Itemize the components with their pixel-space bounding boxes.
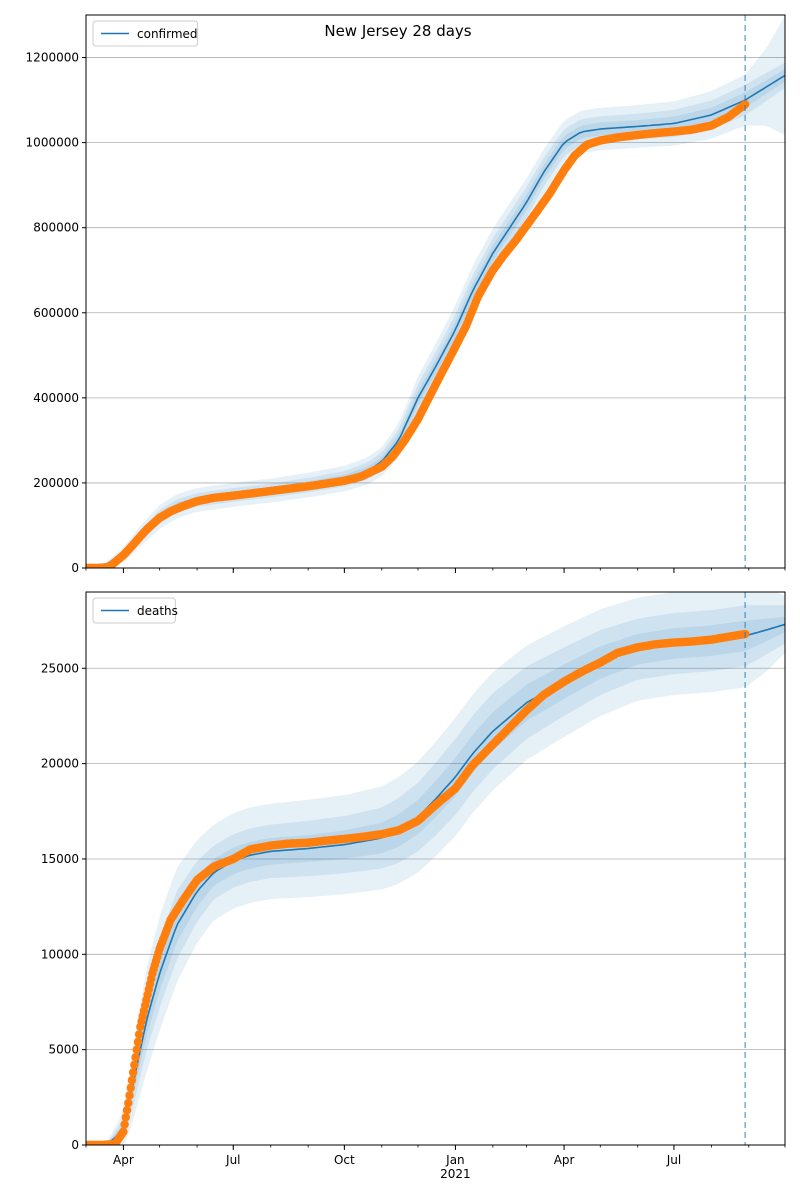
y-tick-label: 0: [71, 561, 79, 575]
y-tick-label: 800000: [33, 221, 79, 235]
legend-label: deaths: [137, 604, 178, 618]
observed-point: [133, 1037, 143, 1047]
observed-point: [128, 1068, 138, 1077]
observed-point: [125, 1091, 134, 1100]
figure-title: New Jersey 28 days: [324, 22, 471, 40]
legend-box: [92, 597, 176, 624]
plot-area: [86, 592, 785, 1145]
observed-point: [124, 1098, 133, 1108]
observed-point: [741, 100, 750, 109]
x-tick-label: Jul: [666, 1153, 681, 1167]
legend: confirmed: [92, 20, 199, 47]
observed-point: [119, 1127, 128, 1136]
observed-point: [121, 1113, 130, 1122]
deaths-panel: 0 5000 10000 15000 20000 25000 Apr Jul Oct Jan Apr…: [41, 591, 786, 1181]
y-tick-label: 10000: [41, 947, 79, 961]
observed-point: [132, 1045, 141, 1054]
observed-points: [86, 100, 750, 568]
legend: deaths: [92, 597, 178, 624]
y-tick-label: 400000: [33, 391, 79, 405]
plot-area: [86, 15, 785, 568]
y-tick-label: 15000: [41, 852, 79, 866]
observed-point: [134, 1030, 144, 1039]
observed-point: [131, 1053, 140, 1062]
legend-box: [92, 20, 199, 47]
confidence-band-outer: [86, 15, 785, 568]
y-tick-label: 1200000: [26, 51, 79, 65]
x-tick-label: Apr: [113, 1153, 134, 1167]
x-year-label: 2021: [440, 1167, 471, 1181]
confirmed-panel: 0 200000 400000 600000 800000 1000000 1200000 c…: [26, 14, 786, 575]
x-tick-label: Oct: [334, 1153, 355, 1167]
legend-label: confirmed: [137, 27, 198, 41]
confidence-band-outer: [86, 592, 785, 1145]
confidence-band-middle: [86, 605, 785, 1145]
y-tick-label: 1000000: [26, 136, 79, 150]
axes-frame: [85, 591, 786, 1146]
y-tick-label: 0: [71, 1138, 79, 1152]
observed-point: [122, 1106, 132, 1115]
axes-frame: [85, 14, 786, 569]
observed-points: [86, 629, 750, 1145]
y-tick-label: 600000: [33, 306, 79, 320]
y-tick-label: 25000: [41, 661, 79, 675]
x-tick-label: Jan: [445, 1153, 465, 1167]
observed-point: [126, 1083, 135, 1093]
observed-point: [127, 1076, 137, 1085]
y-tick-label: 5000: [48, 1043, 79, 1057]
observed-point: [120, 1120, 129, 1129]
observed-point: [130, 1060, 139, 1070]
y-tick-label: 200000: [33, 476, 79, 490]
x-tick-label: Jul: [225, 1153, 240, 1167]
y-tick-label: 20000: [41, 757, 79, 771]
x-tick-label: Apr: [554, 1153, 575, 1167]
